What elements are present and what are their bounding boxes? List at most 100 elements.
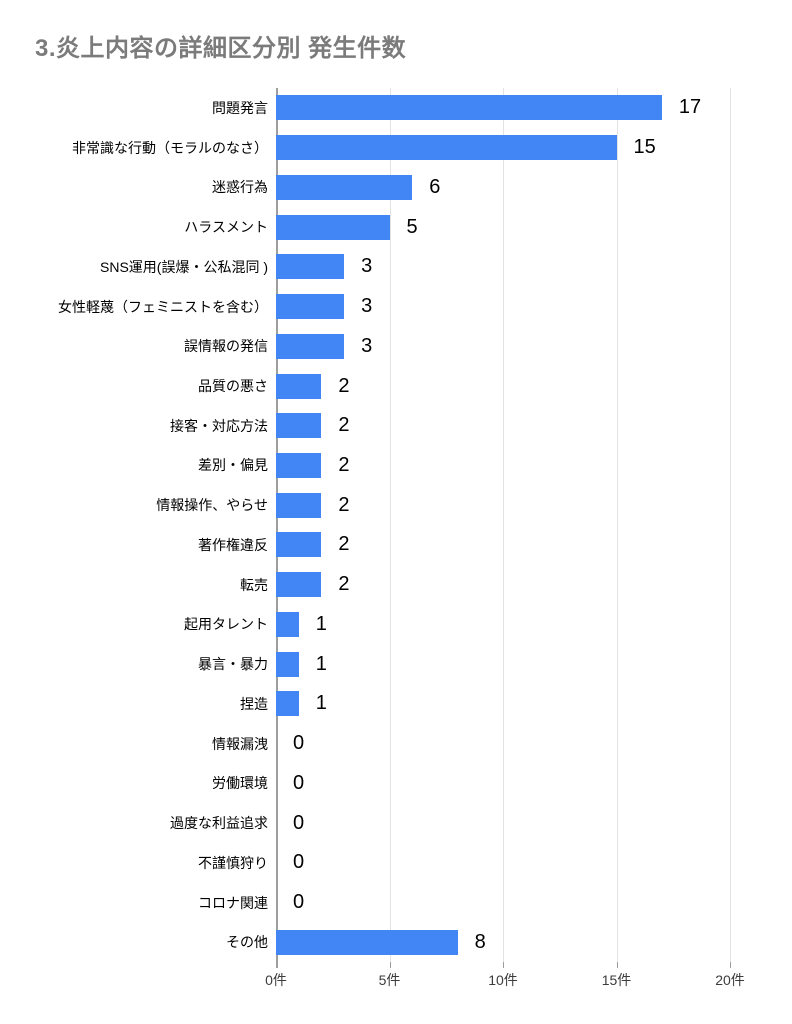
chart-row: 女性軽蔑（フェミニストを含む） 3 xyxy=(0,287,792,327)
value-label: 5 xyxy=(406,215,418,238)
chart-row: ハラスメント 5 xyxy=(0,207,792,247)
axis-tick xyxy=(730,962,731,968)
category-label: 情報操作、やらせ xyxy=(156,497,268,514)
category-label: 非常識な行動（モラルのなさ） xyxy=(72,139,268,156)
value-label: 2 xyxy=(338,453,350,476)
x-axis-labels: 0件 5件 10件 15件 20件 xyxy=(265,970,770,992)
category-label: 転売 xyxy=(240,576,268,593)
value-label: 0 xyxy=(293,732,305,755)
bar xyxy=(276,572,322,598)
value-label: 1 xyxy=(315,612,327,635)
chart-row: 労働環境 0 xyxy=(0,763,792,803)
bar xyxy=(276,135,617,161)
bar xyxy=(276,294,345,320)
category-label: コロナ関連 xyxy=(198,894,268,911)
plot-area xyxy=(276,88,770,968)
axis-tick xyxy=(389,962,391,968)
chart-row: 迷惑行為 6 xyxy=(0,167,792,207)
bar xyxy=(276,413,322,439)
chart-row: その他 8 xyxy=(0,922,792,962)
category-label: 労働環境 xyxy=(212,775,268,792)
bar xyxy=(276,373,322,399)
category-label: 品質の悪さ xyxy=(198,378,268,394)
category-label: 著作権違反 xyxy=(198,536,268,553)
category-label: その他 xyxy=(226,934,268,951)
chart-row: 起用タレント 1 xyxy=(0,605,792,645)
x-axis-tick-label: 5件 xyxy=(378,972,401,988)
chart-row: 過度な利益追求 0 xyxy=(0,803,792,843)
chart-row: 捏造 1 xyxy=(0,684,792,724)
category-label: 問題発言 xyxy=(212,99,268,116)
value-label: 6 xyxy=(429,175,441,198)
gridline xyxy=(503,88,504,962)
value-label: 2 xyxy=(338,533,350,556)
value-label: 8 xyxy=(474,930,486,953)
axis-tick xyxy=(503,962,504,968)
value-label: 15 xyxy=(633,136,656,159)
chart-row: 接客・対応方法 2 xyxy=(0,406,792,446)
axis-tick xyxy=(276,962,278,968)
value-label: 3 xyxy=(361,255,373,278)
category-label: 女性軽蔑（フェミニストを含む） xyxy=(58,298,268,315)
value-label: 0 xyxy=(293,851,305,874)
value-label: 0 xyxy=(293,811,305,834)
axis-baseline xyxy=(276,88,278,962)
value-label: 0 xyxy=(293,771,305,794)
category-label: 接客・対応方法 xyxy=(170,417,268,434)
category-label: SNS運用(誤爆・公私混同 ) xyxy=(100,258,268,275)
bar xyxy=(276,691,299,717)
bar xyxy=(276,611,299,637)
category-label: 過度な利益追求 xyxy=(170,815,268,832)
bar xyxy=(276,254,345,280)
category-label: 捏造 xyxy=(240,695,268,712)
chart-row: 暴言・暴力 1 xyxy=(0,644,792,684)
value-label: 0 xyxy=(293,891,305,914)
category-label: 差別・偏見 xyxy=(198,457,268,474)
x-axis-tick-label: 0件 xyxy=(265,972,287,988)
value-label: 2 xyxy=(338,493,350,516)
bar xyxy=(276,333,345,359)
chart-row: 転売 2 xyxy=(0,565,792,605)
bar xyxy=(276,95,662,121)
bar xyxy=(276,532,322,558)
gridline xyxy=(730,88,731,962)
chart-row: 差別・偏見 2 xyxy=(0,446,792,486)
value-label: 3 xyxy=(361,334,373,357)
x-axis-tick-label: 15件 xyxy=(601,972,632,988)
category-label: 暴言・暴力 xyxy=(198,656,268,673)
chart-row: 誤情報の発信 3 xyxy=(0,326,792,366)
value-label: 2 xyxy=(338,573,350,596)
bar xyxy=(276,214,390,240)
value-label: 1 xyxy=(315,692,327,715)
gridline xyxy=(389,88,391,962)
bar xyxy=(276,492,322,518)
value-label: 3 xyxy=(361,295,373,318)
chart-row: 不謹慎狩り 0 xyxy=(0,843,792,883)
chart-row: 非常識な行動（モラルのなさ） 15 xyxy=(0,128,792,168)
chart-title: 3.炎上内容の詳細区分別 発生件数 xyxy=(35,35,407,62)
value-label: 2 xyxy=(338,374,350,397)
category-label: ハラスメント xyxy=(184,219,268,236)
category-label: 迷惑行為 xyxy=(212,179,268,196)
chart-row: 問題発言 17 xyxy=(0,88,792,128)
bar xyxy=(276,929,458,955)
category-label: 起用タレント xyxy=(184,616,268,633)
category-label: 情報漏洩 xyxy=(212,735,268,752)
chart-row: 著作権違反 2 xyxy=(0,525,792,565)
chart-row: 品質の悪さ 2 xyxy=(0,366,792,406)
value-label: 1 xyxy=(315,652,327,675)
axis-tick xyxy=(616,962,618,968)
x-axis-tick-label: 20件 xyxy=(715,972,745,988)
bar xyxy=(276,651,299,677)
category-label: 不謹慎狩り xyxy=(198,854,268,871)
category-label: 誤情報の発信 xyxy=(184,338,268,355)
chart-row: SNS運用(誤爆・公私混同 ) 3 xyxy=(0,247,792,287)
chart-row: 情報漏洩 0 xyxy=(0,724,792,764)
bar-rows: 問題発言 17 非常識な行動（モラルのなさ） 15 迷惑行為 6 ハラスメント … xyxy=(0,88,792,962)
value-label: 17 xyxy=(678,96,702,119)
bar xyxy=(276,452,322,478)
bar xyxy=(276,174,413,200)
gridline xyxy=(616,88,618,962)
value-label: 2 xyxy=(338,414,350,437)
